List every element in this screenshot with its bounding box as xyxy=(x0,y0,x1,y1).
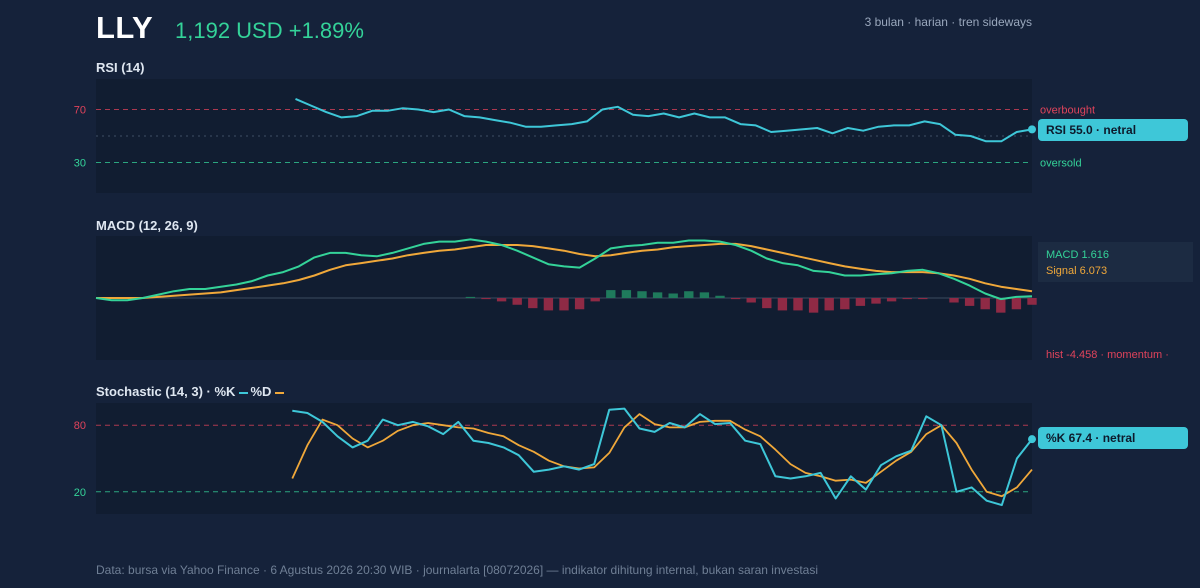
macd-panel-title: MACD (12, 26, 9) xyxy=(96,218,198,233)
stoch-ytick-80: 80 xyxy=(74,420,86,432)
macd-hist-bar xyxy=(840,298,850,310)
chart-meta: 3 bulan · harian · tren sideways xyxy=(864,15,1032,29)
stoch-panel-title: Stochastic (14, 3) · %K %D xyxy=(96,384,286,399)
macd-hist-bar xyxy=(528,298,538,309)
signal-line xyxy=(96,242,1033,299)
rsi-ytick-30: 30 xyxy=(74,158,86,170)
macd-line xyxy=(95,238,1033,302)
macd-value-box: MACD 1.616 Signal 6.073 xyxy=(1038,242,1193,282)
rsi-line xyxy=(295,97,1033,143)
rsi-value-pill-bg xyxy=(1038,119,1188,141)
stoch-value-pill-text: %K 67.4 · netral xyxy=(1046,431,1135,445)
macd-value-label: MACD 1.616 xyxy=(1046,249,1109,261)
k-legend-swatch xyxy=(239,391,249,394)
stoch-k-line xyxy=(292,407,1033,507)
footer-note: Data: bursa via Yahoo Finance · 6 Agustu… xyxy=(96,563,818,577)
d-legend-swatch xyxy=(275,391,285,394)
macd-hist-bar xyxy=(996,298,1006,313)
macd-hist-bar xyxy=(762,298,772,309)
macd-hist-bar xyxy=(637,291,647,298)
macd-hist-bar xyxy=(824,298,834,311)
stoch-value-pill: %K 67.4 · netral xyxy=(1038,427,1188,449)
macd-hist-bar xyxy=(621,290,632,298)
stoch-title-text: Stochastic (14, 3) · %K xyxy=(96,384,236,399)
macd-hist-bar xyxy=(496,298,507,302)
macd-hist-bar xyxy=(715,295,725,298)
macd-hist-bar xyxy=(980,298,990,310)
macd-hist-bar xyxy=(606,290,616,298)
macd-hist-bar xyxy=(949,298,959,303)
stoch-value-pill-bg xyxy=(1038,427,1188,449)
macd-hist-bar xyxy=(964,298,975,306)
macd-hist-bar xyxy=(918,298,928,300)
macd-hist-bar xyxy=(746,298,756,303)
macd-hist-bar xyxy=(652,292,663,298)
macd-hist-bar xyxy=(730,298,741,300)
stoch-last-point xyxy=(1028,435,1036,444)
macd-hist-bar xyxy=(668,293,678,298)
macd-hist-bar xyxy=(590,298,600,302)
rsi-ref-label-overbought: overbought xyxy=(1040,104,1095,116)
hist-value-label: hist -4.458 · momentum · xyxy=(1046,349,1169,361)
rsi-ref-label-oversold: oversold xyxy=(1040,158,1082,170)
macd-hist-bar xyxy=(465,296,476,298)
macd-hist-bar xyxy=(902,298,912,300)
macd-hist-bar xyxy=(808,298,819,313)
rsi-value-pill: RSI 55.0 · netral xyxy=(1038,119,1188,141)
macd-hist-bar xyxy=(855,298,866,306)
macd-hist-bar xyxy=(1011,298,1022,310)
macd-hist-bar xyxy=(793,298,803,311)
price-change: 1,192 USD +1.89% xyxy=(175,18,364,43)
macd-hist-bar xyxy=(543,298,554,311)
macd-value-box-bg xyxy=(1038,242,1193,282)
macd-hist-bar xyxy=(777,298,788,311)
macd-hist-bar xyxy=(574,298,585,310)
macd-hist-bar xyxy=(871,298,881,304)
rsi-value-pill-text: RSI 55.0 · netral xyxy=(1046,123,1136,137)
d-legend-text: %D xyxy=(250,384,272,399)
macd-hist-bar xyxy=(684,291,694,298)
stoch-d-line xyxy=(291,413,1033,498)
macd-hist-bar xyxy=(481,298,491,300)
macd-hist-bar xyxy=(886,298,897,302)
macd-hist-bar xyxy=(1027,298,1037,305)
rsi-ytick-70: 70 xyxy=(74,104,86,116)
rsi-panel-title: RSI (14) xyxy=(96,60,145,75)
macd-hist-bar xyxy=(559,298,569,311)
stoch-ytick-20: 20 xyxy=(74,487,86,499)
stoch-panel-bg xyxy=(96,403,1032,514)
signal-value-label: Signal 6.073 xyxy=(1046,265,1107,277)
macd-hist-bar xyxy=(512,298,522,305)
macd-hist-bar xyxy=(699,292,710,298)
rsi-last-point xyxy=(1028,125,1036,134)
ticker-symbol: LLY xyxy=(96,10,154,45)
